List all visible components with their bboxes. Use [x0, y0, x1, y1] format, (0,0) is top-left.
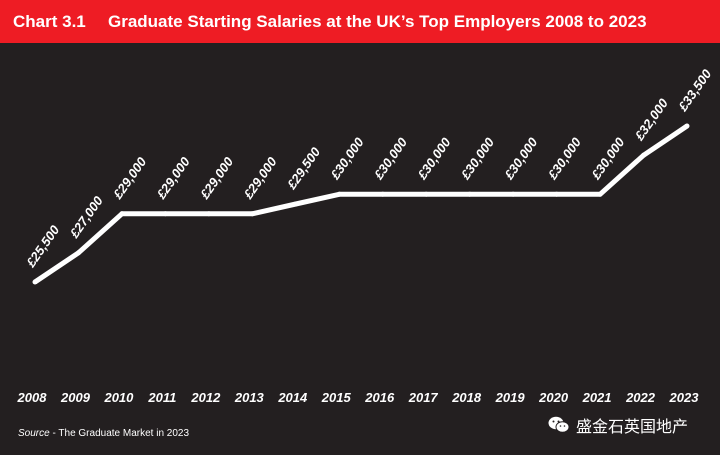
data-point: [423, 191, 429, 197]
x-tick-label: 2016: [364, 390, 395, 405]
x-tick-label: 2021: [582, 390, 612, 405]
source-text: - The Graduate Market in 2023: [49, 428, 190, 439]
data-point: [641, 152, 647, 158]
data-label: £29,000: [110, 154, 150, 203]
x-tick-label: 2023: [669, 390, 700, 405]
data-point: [75, 250, 81, 256]
x-tick-label: 2020: [538, 390, 569, 405]
data-label: £32,000: [631, 95, 671, 144]
data-label: £29,000: [153, 154, 193, 203]
data-label: £30,000: [544, 134, 584, 183]
data-point: [510, 191, 516, 197]
data-point: [597, 191, 603, 197]
data-label: £30,000: [457, 134, 497, 183]
watermark: 盛金石英国地产: [548, 413, 688, 437]
series-line-layer: [32, 123, 690, 285]
x-tick-label: 2019: [495, 390, 526, 405]
watermark-text: 盛金石英国地产: [576, 419, 689, 436]
x-tick-label: 2014: [277, 390, 308, 405]
x-tick-label: 2022: [625, 390, 656, 405]
data-label: £29,000: [196, 154, 236, 203]
source-note: Source - The Graduate Market in 2023: [18, 428, 189, 439]
data-label-layer: £25,500£27,000£29,000 £29,000 £29,000 £29,0…: [23, 66, 715, 271]
data-point: [249, 211, 255, 217]
data-label: £30,000: [327, 134, 367, 183]
data-label: £29,000: [240, 154, 280, 203]
x-tick-label: 2015: [321, 390, 352, 405]
x-tick-label: 2011: [147, 390, 176, 405]
x-tick-label: 2010: [103, 390, 134, 405]
data-label: £30,000: [414, 134, 454, 183]
data-point: [162, 211, 168, 217]
data-point: [336, 191, 342, 197]
salary-line-chart: £25,500£27,000£29,000 £29,000 £29,000 £29,0…: [17, 66, 715, 405]
data-point: [206, 211, 212, 217]
source-label: Source: [18, 428, 50, 439]
data-point: [32, 279, 38, 285]
chart-title: Graduate Starting Salaries at the UK’s T…: [108, 11, 647, 31]
data-point: [467, 191, 473, 197]
data-label: £30,000: [501, 134, 541, 183]
data-point: [380, 191, 386, 197]
x-tick-label: 2018: [451, 390, 482, 405]
data-point: [554, 191, 560, 197]
data-label: £30,000: [370, 134, 410, 183]
data-point: [684, 123, 690, 129]
salary-series-line: [33, 123, 689, 285]
x-tick-label: 2009: [60, 390, 91, 405]
x-tick-label: 2012: [190, 390, 221, 405]
data-point: [119, 211, 125, 217]
data-label: £25,500: [23, 222, 63, 271]
data-label: £33,500: [675, 66, 715, 115]
x-axis: 2008 2009 2010 2011 2012 2013 2014 2015 2016 2017…: [17, 390, 700, 405]
chart-header: Chart 3.1 Graduate Starting Salaries at …: [0, 0, 720, 43]
data-label: £29,500: [283, 144, 323, 193]
x-tick-label: 2008: [17, 390, 48, 405]
data-point: [293, 201, 299, 207]
wechat-icon: [548, 416, 570, 433]
chart-number-label: Chart 3.1: [13, 11, 86, 31]
x-tick-label: 2013: [234, 390, 265, 405]
x-tick-label: 2017: [408, 390, 439, 405]
